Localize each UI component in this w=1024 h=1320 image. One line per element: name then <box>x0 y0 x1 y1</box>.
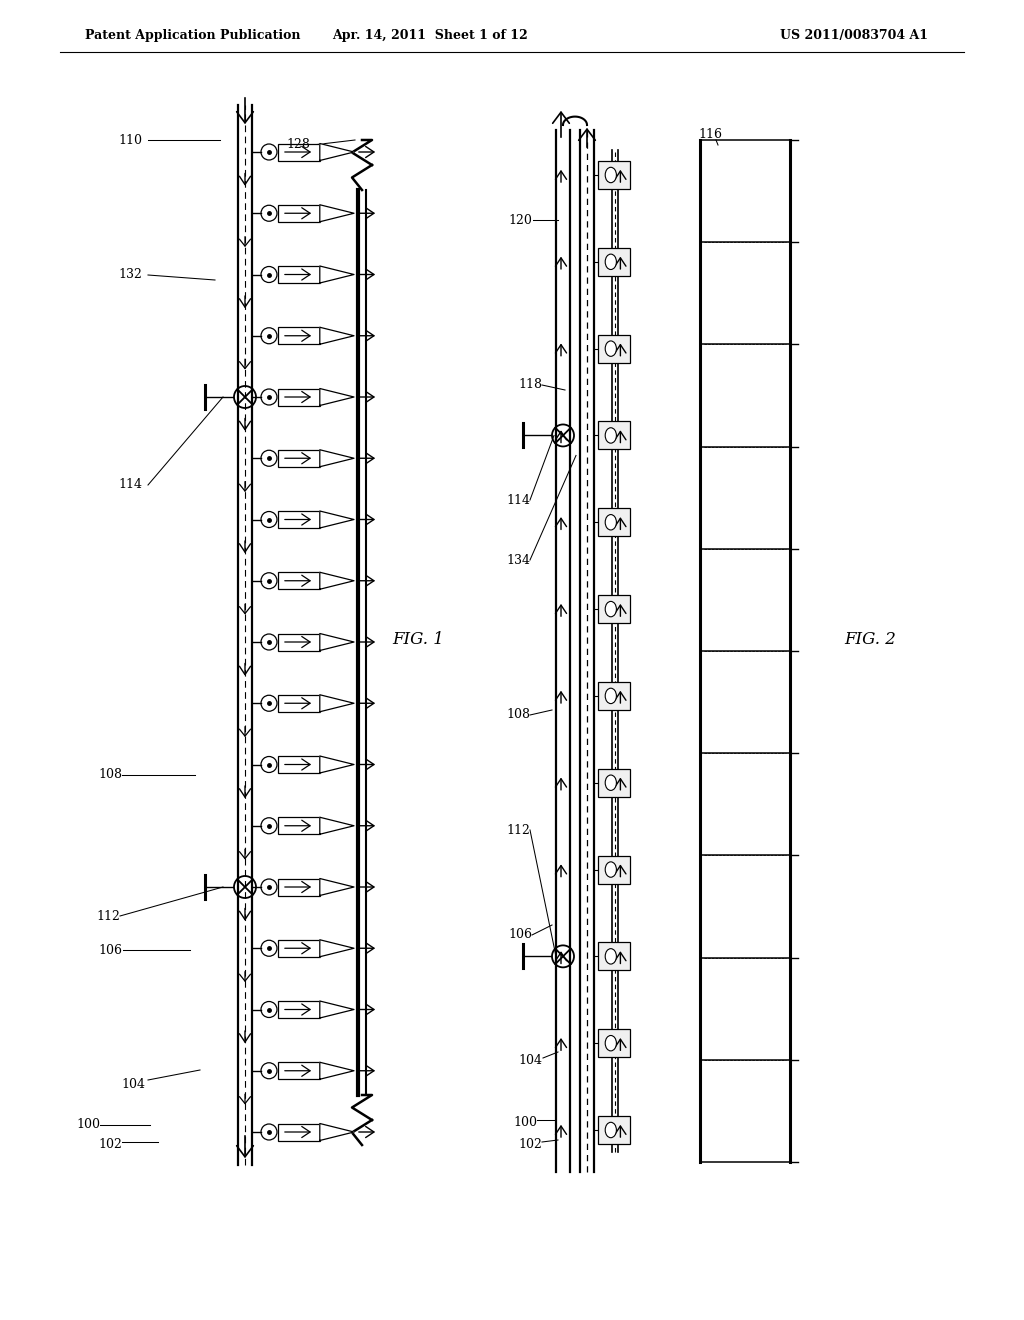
Text: 114: 114 <box>118 479 142 491</box>
Polygon shape <box>319 1123 354 1140</box>
Text: Patent Application Publication: Patent Application Publication <box>85 29 300 41</box>
Bar <box>598 942 630 970</box>
Bar <box>598 855 630 883</box>
Bar <box>598 1115 630 1144</box>
Bar <box>598 595 630 623</box>
Text: 108: 108 <box>98 768 122 781</box>
Bar <box>598 682 630 710</box>
Polygon shape <box>319 940 354 957</box>
Polygon shape <box>319 756 354 774</box>
Bar <box>278 940 319 957</box>
Text: 104: 104 <box>518 1053 542 1067</box>
Bar <box>278 1123 319 1140</box>
Ellipse shape <box>605 602 616 616</box>
Text: FIG. 2: FIG. 2 <box>844 631 896 648</box>
Ellipse shape <box>605 255 616 269</box>
Text: 112: 112 <box>96 909 120 923</box>
Text: 120: 120 <box>508 214 531 227</box>
Ellipse shape <box>605 1122 616 1138</box>
Bar <box>278 1001 319 1018</box>
Polygon shape <box>319 388 354 405</box>
Text: 106: 106 <box>98 944 122 957</box>
Text: 116: 116 <box>698 128 722 141</box>
Polygon shape <box>319 573 354 589</box>
Bar <box>278 388 319 405</box>
Ellipse shape <box>605 428 616 444</box>
Polygon shape <box>319 634 354 651</box>
Text: 132: 132 <box>118 268 142 281</box>
Text: Apr. 14, 2011  Sheet 1 of 12: Apr. 14, 2011 Sheet 1 of 12 <box>332 29 528 41</box>
Text: 110: 110 <box>118 133 142 147</box>
Ellipse shape <box>605 862 616 878</box>
Bar <box>598 248 630 276</box>
Ellipse shape <box>605 341 616 356</box>
Text: 100: 100 <box>76 1118 100 1131</box>
Text: US 2011/0083704 A1: US 2011/0083704 A1 <box>780 29 928 41</box>
Text: 108: 108 <box>506 709 530 722</box>
Text: 112: 112 <box>506 824 530 837</box>
Text: 100: 100 <box>513 1115 537 1129</box>
Bar <box>278 817 319 834</box>
Bar <box>278 511 319 528</box>
Ellipse shape <box>605 168 616 182</box>
Text: FIG. 1: FIG. 1 <box>392 631 444 648</box>
Text: 102: 102 <box>98 1138 122 1151</box>
Polygon shape <box>319 879 354 895</box>
Bar <box>278 634 319 651</box>
Bar <box>598 508 630 536</box>
Text: 102: 102 <box>518 1138 542 1151</box>
Bar <box>598 768 630 797</box>
Bar <box>598 421 630 449</box>
Polygon shape <box>319 1001 354 1018</box>
Ellipse shape <box>605 949 616 964</box>
Bar <box>598 1030 630 1057</box>
Polygon shape <box>319 817 354 834</box>
Text: 128: 128 <box>286 139 310 152</box>
Ellipse shape <box>605 775 616 791</box>
Polygon shape <box>319 450 354 467</box>
Ellipse shape <box>605 1035 616 1051</box>
Text: 106: 106 <box>508 928 532 941</box>
Polygon shape <box>319 511 354 528</box>
Bar <box>278 694 319 711</box>
Bar <box>598 335 630 363</box>
Polygon shape <box>319 267 354 282</box>
Polygon shape <box>319 1063 354 1080</box>
Bar <box>278 573 319 589</box>
Text: 118: 118 <box>518 379 542 392</box>
Bar <box>278 450 319 467</box>
Bar <box>278 205 319 222</box>
Ellipse shape <box>605 688 616 704</box>
Bar <box>278 267 319 282</box>
Polygon shape <box>319 205 354 222</box>
Bar <box>278 327 319 345</box>
Polygon shape <box>319 144 354 161</box>
Bar <box>278 1063 319 1080</box>
Polygon shape <box>319 694 354 711</box>
Bar <box>278 756 319 774</box>
Text: 104: 104 <box>121 1078 145 1092</box>
Text: 134: 134 <box>506 553 530 566</box>
Bar <box>278 144 319 161</box>
Text: 114: 114 <box>506 494 530 507</box>
Bar <box>598 161 630 189</box>
Polygon shape <box>319 327 354 345</box>
Bar <box>278 879 319 895</box>
Ellipse shape <box>605 515 616 529</box>
